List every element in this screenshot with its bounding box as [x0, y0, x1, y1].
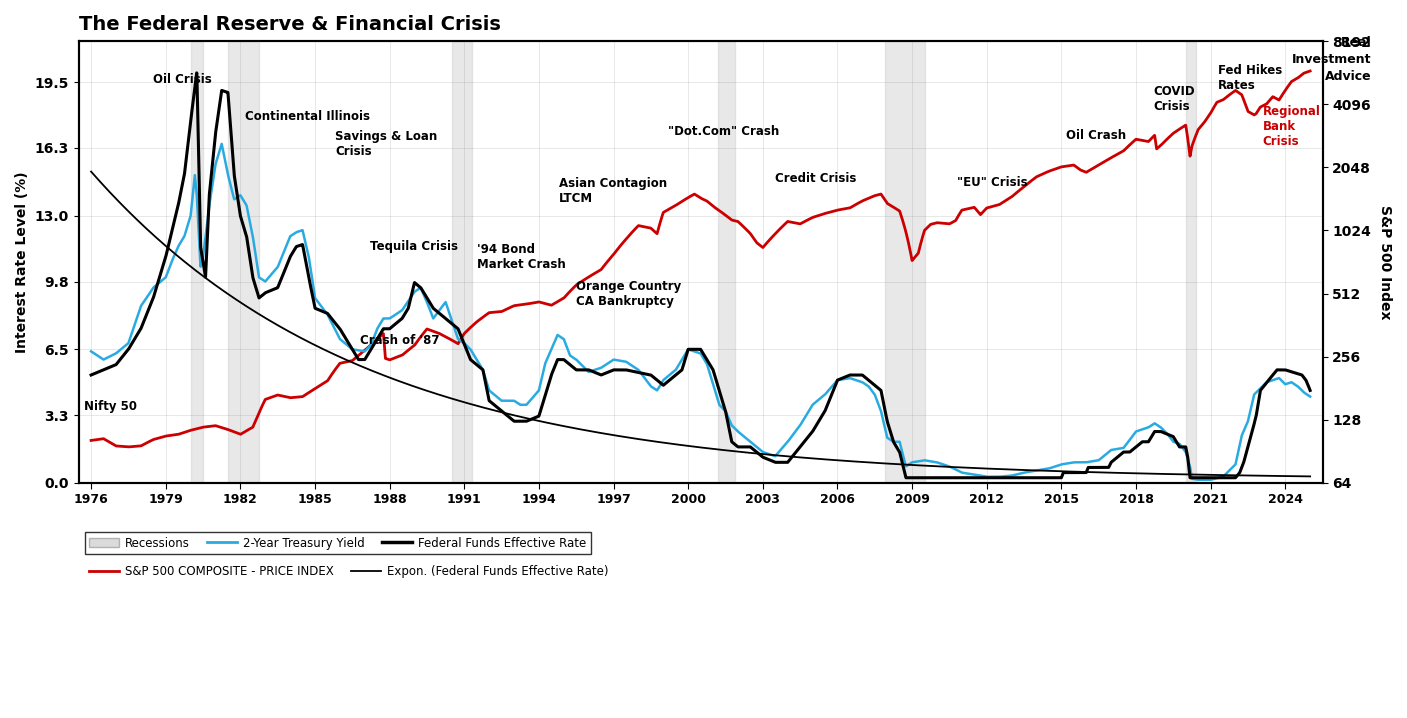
- Text: Oil Crisis: Oil Crisis: [153, 73, 212, 86]
- Text: Asian Contagion
LTCM: Asian Contagion LTCM: [559, 177, 667, 205]
- Text: Regional
Bank
Crisis: Regional Bank Crisis: [1263, 105, 1321, 148]
- Text: Real
Investment
Advice: Real Investment Advice: [1292, 36, 1372, 83]
- Text: Fed Hikes
Rates: Fed Hikes Rates: [1218, 65, 1282, 93]
- Text: Orange Country
CA Bankruptcy: Orange Country CA Bankruptcy: [577, 280, 681, 308]
- Text: '94 Bond
Market Crash: '94 Bond Market Crash: [477, 243, 566, 271]
- Bar: [190, 41, 203, 483]
- Text: Continental Illinois: Continental Illinois: [245, 111, 370, 123]
- Bar: [452, 41, 471, 483]
- Bar: [228, 41, 259, 483]
- Bar: [885, 41, 924, 483]
- Text: Tequila Crisis: Tequila Crisis: [370, 240, 457, 253]
- Text: Crash of '87: Crash of '87: [360, 335, 439, 348]
- Bar: [718, 41, 736, 483]
- Text: Nifty 50: Nifty 50: [83, 400, 136, 413]
- Text: "Dot.Com" Crash: "Dot.Com" Crash: [668, 125, 779, 138]
- Text: COVID
Crisis: COVID Crisis: [1154, 85, 1195, 113]
- Text: Credit Crisis: Credit Crisis: [775, 172, 857, 185]
- Y-axis label: S&P 500 Index: S&P 500 Index: [1377, 205, 1392, 320]
- Legend: S&P 500 COMPOSITE - PRICE INDEX, Expon. (Federal Funds Effective Rate): S&P 500 COMPOSITE - PRICE INDEX, Expon. …: [84, 561, 613, 583]
- Bar: [1186, 41, 1196, 483]
- Text: Oil Crash: Oil Crash: [1067, 129, 1127, 141]
- Text: The Federal Reserve & Financial Crisis: The Federal Reserve & Financial Crisis: [79, 15, 501, 34]
- Text: "EU" Crisis: "EU" Crisis: [957, 176, 1027, 189]
- Y-axis label: Interest Rate Level (%): Interest Rate Level (%): [15, 171, 30, 353]
- Text: Savings & Loan
Crisis: Savings & Loan Crisis: [335, 130, 438, 158]
